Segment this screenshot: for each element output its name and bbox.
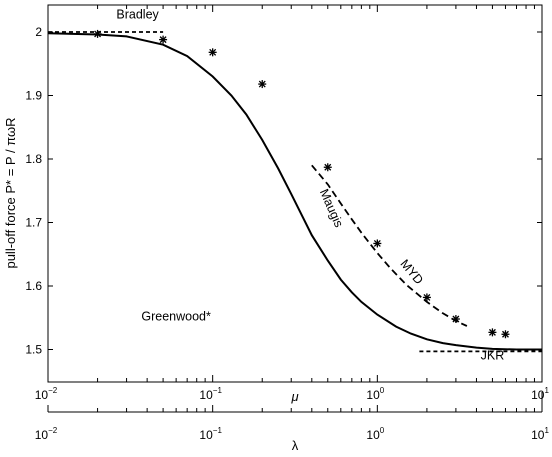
data-point: [159, 35, 168, 44]
secondary-x-axis: 10−2 10−1 100 101: [35, 392, 549, 442]
markers-layer: [93, 29, 510, 339]
x-tick-label: 100: [366, 386, 384, 402]
secondary-x-axis-title: λ: [292, 438, 299, 453]
data-point-stroke: [209, 48, 217, 56]
data-point-stroke: [488, 328, 496, 336]
y-tick-label: 1.7: [25, 216, 42, 230]
y-tick-label: 1.8: [25, 152, 42, 166]
data-point-stroke: [324, 163, 332, 171]
data-point-stroke: [159, 36, 167, 44]
plot-frame: [47, 4, 543, 383]
x-tick-label: 10−1: [199, 386, 222, 402]
secondary-x-tick-label: 10−2: [35, 426, 58, 442]
data-point-stroke: [502, 330, 509, 338]
y-tick-label: 1.5: [25, 343, 42, 357]
secondary-x-tick-label: 10−1: [199, 426, 222, 442]
series-line-myd: [311, 164, 468, 327]
secondary-x-tick-label: 101: [531, 426, 549, 442]
y-ticks: 1.5 1.6 1.7 1.8 1.9 2: [25, 25, 542, 357]
data-point: [422, 293, 431, 302]
data-point: [373, 239, 382, 248]
x-tick-label: 10−2: [35, 386, 58, 402]
data-point: [208, 48, 217, 57]
data-point-stroke: [423, 293, 431, 301]
y-tick-label: 1.6: [25, 279, 42, 293]
series-layer: [47, 31, 542, 353]
data-point-stroke: [94, 30, 102, 38]
data-point: [93, 29, 102, 38]
y-tick-label: 2: [35, 25, 42, 39]
annotations: Bradley Maugis MYD JKR Greenwood*: [116, 8, 504, 363]
data-point: [451, 315, 460, 324]
series-line-maugis: [47, 32, 542, 351]
annotation-bradley: Bradley: [116, 8, 159, 22]
data-point: [258, 80, 267, 89]
annotation-jkr: JKR: [481, 349, 505, 363]
data-point: [488, 328, 497, 337]
data-point-stroke: [258, 80, 266, 88]
data-point-stroke: [452, 315, 460, 323]
data-point: [323, 163, 332, 172]
x-ticks: 10−2 10−1 100 101: [35, 5, 549, 402]
x-tick-label: 101: [531, 386, 549, 402]
secondary-x-tick-label: 100: [366, 426, 384, 442]
y-tick-label: 1.9: [25, 89, 42, 103]
x-axis-title: μ: [290, 389, 298, 404]
annotation-myd: MYD: [397, 257, 426, 287]
y-axis-title: pull-off force P* = P / πωR: [3, 117, 18, 268]
data-point-stroke: [373, 239, 381, 247]
annotation-maugis: Maugis: [317, 187, 346, 230]
annotation-greenwood: Greenwood*: [141, 309, 211, 323]
data-point: [501, 330, 510, 339]
